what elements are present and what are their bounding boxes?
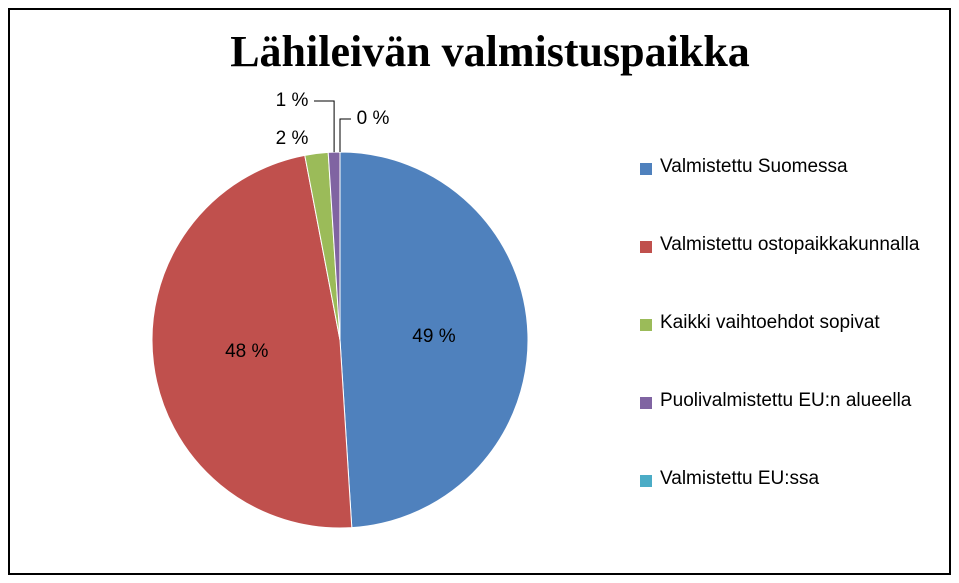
legend-item: Puolivalmistettu EU:n alueella bbox=[640, 390, 940, 416]
legend-label: Valmistettu EU:ssa bbox=[660, 468, 820, 489]
data-label: 0 % bbox=[357, 108, 390, 129]
leader-line bbox=[314, 100, 335, 153]
data-label: 1 % bbox=[276, 90, 309, 111]
leader-line bbox=[339, 118, 351, 152]
legend-swatch bbox=[640, 163, 652, 175]
legend-label: Kaikki vaihtoehdot sopivat bbox=[660, 312, 880, 333]
legend-item: Valmistettu EU:ssa bbox=[640, 468, 940, 494]
data-label: 48 % bbox=[225, 341, 268, 362]
legend-label: Valmistettu Suomessa bbox=[660, 156, 848, 177]
legend-item: Valmistettu ostopaikkakunnalla bbox=[640, 234, 940, 260]
chart-title: Lähileivän valmistuspaikka bbox=[230, 27, 750, 76]
legend-item: Kaikki vaihtoehdot sopivat bbox=[640, 312, 940, 338]
legend-label: Valmistettu ostopaikkakunnalla bbox=[660, 234, 920, 255]
legend: Valmistettu Suomessa Valmistettu ostopaik… bbox=[640, 130, 940, 520]
legend-swatch bbox=[640, 241, 652, 253]
pie-slice bbox=[151, 154, 353, 529]
legend-label: Puolivalmistettu EU:n alueella bbox=[660, 390, 912, 411]
legend-item: Valmistettu Suomessa bbox=[640, 156, 940, 182]
legend-swatch bbox=[640, 397, 652, 409]
data-label: 49 % bbox=[412, 326, 455, 347]
data-label: 2 % bbox=[276, 128, 309, 149]
legend-swatch bbox=[640, 319, 652, 331]
pie-slice bbox=[339, 151, 529, 529]
legend-swatch bbox=[640, 475, 652, 487]
